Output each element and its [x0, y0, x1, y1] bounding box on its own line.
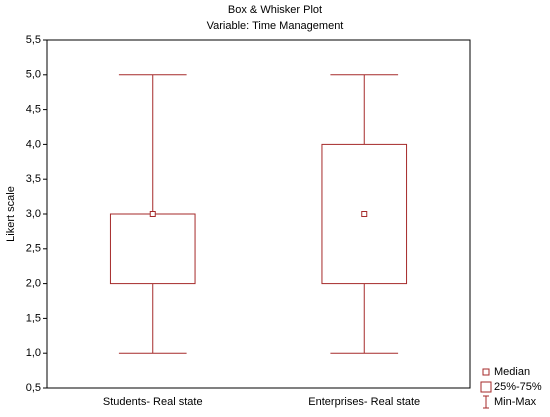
- y-tick-label: 4,5: [26, 104, 41, 116]
- y-tick-label: 2,0: [26, 278, 41, 290]
- legend-box-symbol: [480, 381, 492, 393]
- legend-label: Min-Max: [494, 396, 537, 408]
- x-tick-label: Students- Real state: [103, 396, 203, 408]
- legend-label: Median: [494, 366, 530, 378]
- y-tick-label: 1,0: [26, 347, 41, 359]
- median: [149, 211, 156, 217]
- y-tick-label: 5,0: [26, 69, 41, 81]
- legend-label: 25%-75%: [494, 381, 542, 393]
- y-tick-label: 0,5: [26, 382, 41, 394]
- x-tick-label: Enterprises- Real state: [308, 396, 420, 408]
- y-tick-label: 3,5: [26, 173, 41, 185]
- y-tick-label: 3,0: [26, 208, 41, 220]
- y-tick-label: 1,5: [26, 312, 41, 324]
- y-tick-label: 5,5: [26, 34, 41, 46]
- y-tick-label: 2,5: [26, 243, 41, 255]
- median: [361, 211, 368, 217]
- y-tick-label: 4,0: [26, 138, 41, 150]
- box: [109, 213, 196, 285]
- y-axis-label: Likert scale: [5, 186, 17, 242]
- chart-title: Box & Whisker Plot: [228, 4, 322, 16]
- chart-subtitle: Variable: Time Management: [207, 20, 344, 32]
- legend-median-symbol: [482, 368, 490, 376]
